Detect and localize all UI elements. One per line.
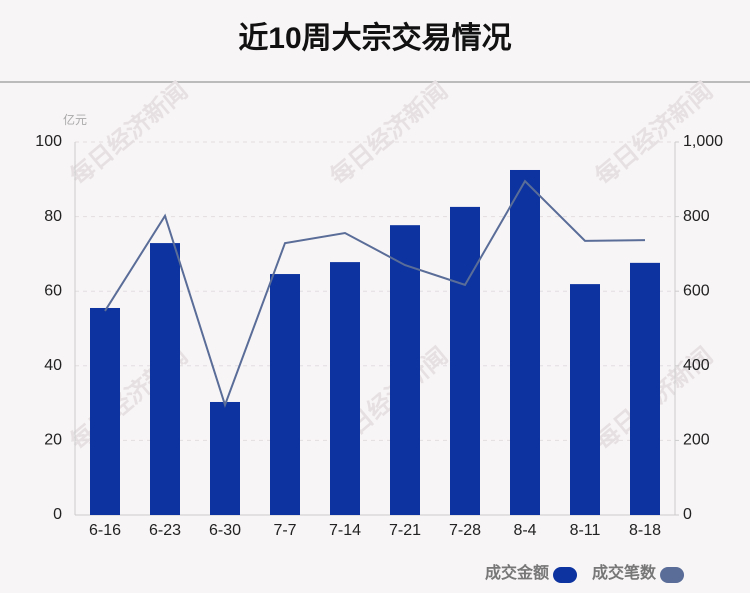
bar — [270, 274, 300, 515]
y-tick-label: 0 — [53, 506, 62, 523]
x-tick-label: 8-4 — [513, 522, 536, 539]
chart-title: 近10周大宗交易情况 — [238, 21, 511, 55]
y2-tick-label: 800 — [683, 208, 710, 225]
x-tick-label: 8-18 — [629, 522, 661, 539]
bar — [90, 307, 120, 515]
x-tick-label: 7-14 — [329, 522, 361, 539]
y2-tick-label: 0 — [683, 506, 692, 523]
line — [104, 179, 646, 409]
bar — [450, 206, 480, 516]
y2-tick-label: 400 — [683, 357, 710, 374]
x-tick-label: 7-7 — [273, 522, 296, 539]
bar — [570, 284, 600, 515]
bar — [330, 262, 360, 515]
x-tick-label: 8-11 — [570, 522, 601, 539]
bar — [510, 169, 540, 515]
y-tick-label: 20 — [44, 432, 62, 449]
y-tick-label: 60 — [44, 282, 62, 299]
bar — [210, 401, 240, 515]
bar — [630, 262, 660, 515]
y2-tick-label: 200 — [683, 432, 710, 449]
bar — [390, 225, 420, 515]
x-tick-label: 6-23 — [149, 522, 181, 539]
x-tick-label: 6-16 — [89, 522, 121, 539]
bar — [150, 243, 180, 515]
legend-label: 成交金额 — [485, 563, 549, 582]
legend-swatch — [553, 567, 578, 583]
y-tick-label: 100 — [35, 133, 62, 150]
y-unit: 亿元 — [63, 112, 87, 127]
x-tick-label: 6-30 — [209, 522, 241, 539]
legend-label: 成交笔数 — [592, 563, 657, 582]
y2-tick-label: 600 — [683, 282, 710, 299]
y2-tick-label: 1,000 — [683, 133, 723, 150]
legend-swatch — [660, 567, 685, 583]
x-tick-label: 7-28 — [449, 522, 481, 539]
y-tick-label: 40 — [44, 357, 62, 374]
x-tick-label: 7-21 — [389, 522, 421, 539]
y-tick-label: 80 — [44, 208, 62, 225]
